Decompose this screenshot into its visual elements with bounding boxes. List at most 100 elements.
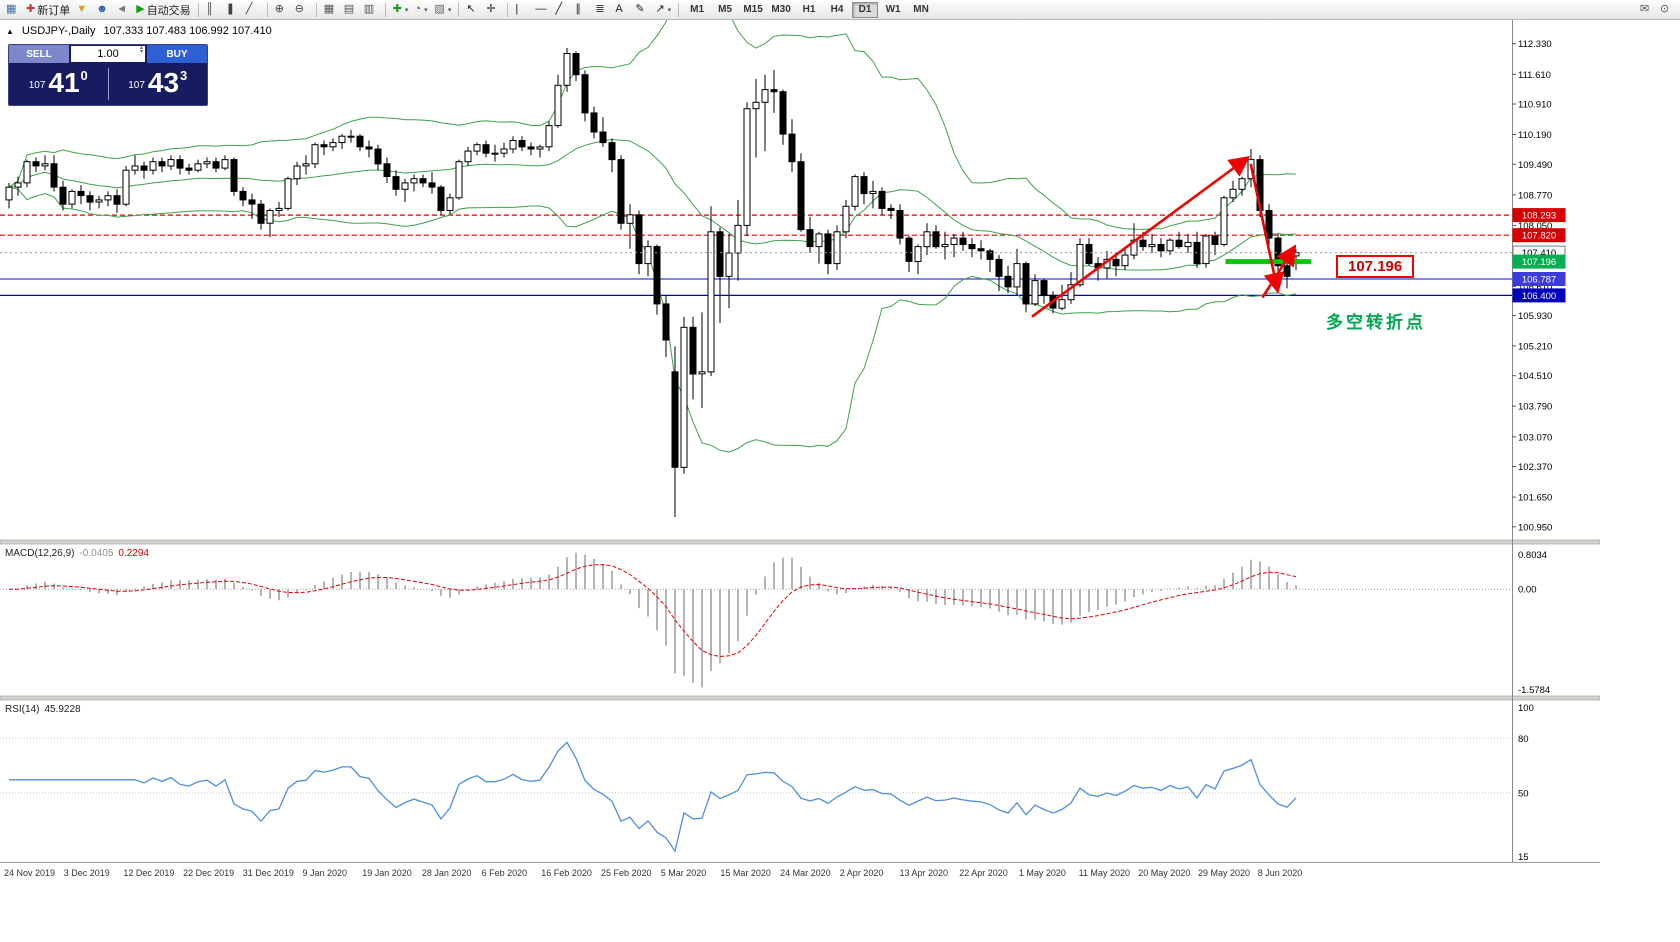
candlestick-chart-icon[interactable]: ❚	[223, 1, 243, 19]
timeframe-m30-button[interactable]: M30	[768, 2, 794, 18]
svg-text:9 Jan 2020: 9 Jan 2020	[303, 868, 348, 878]
date-axis[interactable]: 24 Nov 2019 3 Dec 2019 12 Dec 2019 22 Dec 2…	[4, 868, 1302, 878]
autotrading-button[interactable]: ▶ 自动交易	[133, 1, 193, 19]
profile-icon[interactable]: ☻	[93, 1, 113, 19]
one-click-panel-toggle-icon[interactable]: ▲	[6, 26, 14, 36]
label-tool[interactable]: ✎	[632, 1, 652, 19]
timeframe-h1-button[interactable]: H1	[796, 2, 822, 18]
trendline-tool[interactable]: ╱	[552, 1, 572, 19]
svg-text:105.930: 105.930	[1518, 311, 1552, 322]
new-chart-dropdown-glyph: ✚	[392, 3, 402, 15]
svg-text:109.490: 109.490	[1518, 160, 1552, 171]
text-tool[interactable]: A	[612, 1, 632, 19]
volume-value[interactable]: 1.00	[97, 48, 119, 60]
svg-text:6 Feb 2020: 6 Feb 2020	[482, 868, 528, 878]
arrange-windows-icon-glyph: ▥	[363, 3, 375, 15]
profiles-dropdown[interactable]: ◔ ▾	[411, 1, 431, 19]
turning-point-annotation[interactable]: 多空转折点	[1326, 313, 1426, 332]
buy-button[interactable]: BUY	[146, 45, 207, 63]
buy-price[interactable]: 107 43 3	[109, 68, 208, 100]
zoom-in-icon-glyph: ⊕	[274, 3, 284, 15]
sell-price[interactable]: 107 41 0	[9, 68, 108, 100]
price-tag	[1512, 254, 1566, 269]
trend-arrow[interactable]	[1249, 163, 1285, 294]
rsi-panel[interactable]: 100 80 50 15	[0, 703, 1534, 863]
macd-panel[interactable]: 0.8034 0.00 -1.5784	[0, 550, 1550, 696]
main-price-panel[interactable]	[0, 20, 1512, 517]
volume-input[interactable]: 1.00 ▴ ▾	[71, 45, 145, 62]
toolbar: ▦ ✚ 新订单 ▼ ☻ ◄ ▶ 自动交易 ║ ❚ ╱ ⊕ ⊖ ▦ ▤ ▥ ✚ ▾ ◔ ▾ ▧ ▾ ↖ ✛ | ― ╱ ∥ ≣ A ✎ ↗ ▾ M1…	[0, 0, 1680, 20]
trade-panel-divider	[107, 68, 109, 100]
wizard-icon-glyph: ▼	[76, 3, 88, 15]
horizontal-line-tool[interactable]: ―	[532, 1, 552, 19]
svg-text:1 May 2020: 1 May 2020	[1019, 868, 1066, 878]
line-chart-icon[interactable]: ╱	[243, 1, 263, 19]
spinner-up-icon[interactable]: ▴	[139, 45, 143, 51]
one-click-trading-panel: SELL 1.00 ▴ ▾ BUY 107 41 0 107 43 3	[8, 44, 208, 106]
svg-text:22 Apr 2020: 22 Apr 2020	[959, 868, 1008, 878]
arrange-windows-icon[interactable]: ▥	[361, 1, 381, 19]
panel-separator[interactable]	[0, 539, 1600, 545]
vertical-line-tool[interactable]: |	[512, 1, 532, 19]
svg-text:5 Mar 2020: 5 Mar 2020	[661, 868, 707, 878]
wizard-icon[interactable]: ▼	[73, 1, 93, 19]
timeframe-m1-button[interactable]: M1	[684, 2, 710, 18]
svg-text:0.00: 0.00	[1518, 585, 1537, 596]
panel-separator[interactable]	[0, 695, 1600, 701]
bar-chart-icon[interactable]: ║	[203, 1, 223, 19]
fibonacci-tool-glyph: ≣	[595, 3, 605, 15]
rsi-line	[9, 741, 1297, 853]
timeframe-m5-button[interactable]: M5	[712, 2, 738, 18]
buy-price-sup: 3	[180, 68, 188, 83]
broadcast-icon[interactable]: ◄	[113, 1, 133, 19]
price-tag	[1512, 288, 1566, 303]
new-order-button-glyph: ✚	[26, 3, 36, 15]
volume-spinner[interactable]: ▴ ▾	[139, 45, 143, 55]
timeframe-d1-button[interactable]: D1	[852, 1, 879, 18]
svg-text:20 May 2020: 20 May 2020	[1138, 868, 1190, 878]
svg-text:101.650: 101.650	[1518, 493, 1552, 504]
arrows-dropdown[interactable]: ↗ ▾	[652, 1, 674, 19]
cascade-windows-icon[interactable]: ▤	[341, 1, 361, 19]
price-level-callout[interactable]: 107.196	[1336, 255, 1415, 278]
svg-text:106.610: 106.610	[1518, 282, 1552, 293]
rsi-name: RSI(14)	[5, 704, 40, 715]
tile-windows-icon[interactable]: ▦	[321, 1, 341, 19]
svg-text:103.790: 103.790	[1518, 402, 1552, 413]
new-window-icon[interactable]: ▦	[3, 1, 23, 19]
search-icon[interactable]: ⊙	[1657, 1, 1677, 19]
text-tool-glyph: A	[615, 3, 623, 15]
svg-text:108.050: 108.050	[1518, 221, 1552, 232]
zoom-in-icon[interactable]: ⊕	[272, 1, 292, 19]
spinner-down-icon[interactable]: ▾	[139, 48, 143, 55]
zoom-out-icon[interactable]: ⊖	[292, 1, 312, 19]
channel-tool-glyph: ∥	[575, 3, 581, 15]
trend-arrow[interactable]	[1031, 155, 1251, 318]
macd-signal-value: 0.2294	[118, 548, 149, 559]
sell-button[interactable]: SELL	[9, 45, 70, 63]
bollinger-lower-band	[8, 186, 1297, 453]
trend-arrow[interactable]	[1261, 244, 1297, 299]
svg-text:110.910: 110.910	[1518, 100, 1552, 111]
crosshair-tool[interactable]: ✛	[483, 1, 503, 19]
price-axis[interactable]: 112.330 111.610 110.910 110.190 109.490 108.7…	[1512, 39, 1566, 533]
timeframe-mn-button[interactable]: MN	[908, 2, 934, 18]
cursor-tool[interactable]: ↖	[463, 1, 483, 19]
svg-text:15: 15	[1518, 852, 1529, 863]
timeframe-w1-button[interactable]: W1	[880, 2, 906, 18]
timeframe-m15-button[interactable]: M15	[740, 2, 766, 18]
timeframe-h4-button[interactable]: H4	[824, 2, 850, 18]
toolbar-separator	[315, 2, 317, 17]
new-chart-dropdown[interactable]: ✚ ▾	[390, 1, 412, 19]
news-icon[interactable]: ✉	[1637, 1, 1657, 19]
fibonacci-tool[interactable]: ≣	[592, 1, 612, 19]
svg-text:8 Jun 2020: 8 Jun 2020	[1258, 868, 1303, 878]
channel-tool[interactable]: ∥	[572, 1, 592, 19]
svg-text:3 Dec 2019: 3 Dec 2019	[64, 868, 110, 878]
new-order-button[interactable]: ✚ 新订单	[23, 1, 73, 19]
svg-text:105.210: 105.210	[1518, 341, 1552, 352]
buy-price-big: 43	[147, 67, 180, 99]
price-chart[interactable]: 112.330 111.610 110.910 110.190 109.490 108.7…	[0, 20, 1600, 882]
svg-text:103.070: 103.070	[1518, 432, 1552, 443]
templates-dropdown[interactable]: ▧ ▾	[431, 1, 454, 19]
